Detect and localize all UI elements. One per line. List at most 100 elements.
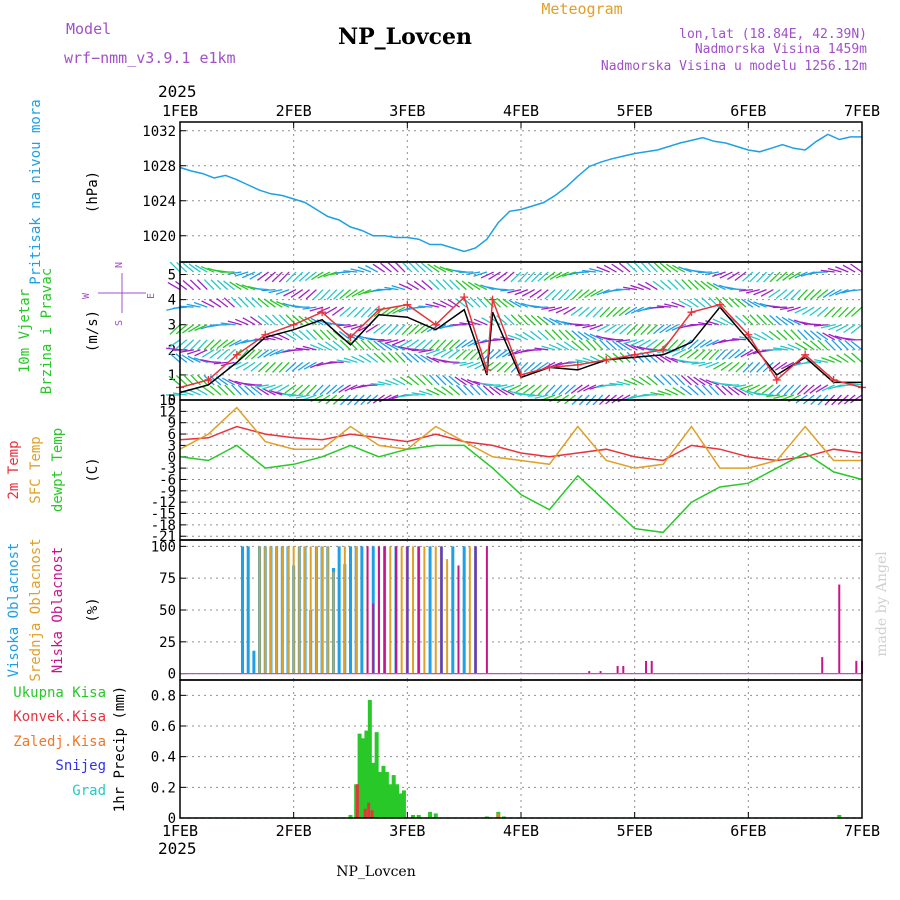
wind-marker bbox=[482, 365, 491, 374]
wind-barb bbox=[775, 315, 788, 326]
wind-barb bbox=[503, 314, 515, 326]
wind-barb bbox=[671, 349, 685, 357]
wind-barb bbox=[392, 377, 406, 386]
wind-barb bbox=[824, 339, 836, 351]
y-tick-label: 0 bbox=[168, 450, 176, 466]
wind-barb bbox=[727, 271, 740, 280]
wind-barb bbox=[530, 384, 542, 395]
wind-barb bbox=[630, 306, 645, 314]
wind-barb bbox=[241, 271, 256, 279]
wind-barb bbox=[455, 384, 467, 396]
wind-barb bbox=[721, 349, 733, 360]
coords-label: lon,lat (18.84E, 42.39N) bbox=[679, 27, 867, 42]
wind-barb bbox=[741, 271, 754, 282]
wind-barb bbox=[350, 268, 365, 273]
wind-barb bbox=[394, 324, 406, 336]
wind-barb bbox=[618, 306, 631, 317]
wind-barb bbox=[713, 361, 726, 370]
bar-2 bbox=[258, 546, 261, 674]
wind-barb bbox=[257, 349, 270, 359]
bar-2 bbox=[286, 546, 289, 674]
wind-barb bbox=[816, 306, 829, 317]
wind-barb bbox=[433, 264, 447, 273]
wind-barb bbox=[489, 361, 501, 372]
wind-barb bbox=[276, 384, 290, 393]
wind-barb bbox=[754, 384, 767, 393]
bar-2 bbox=[304, 546, 307, 674]
wind-barb bbox=[686, 349, 699, 359]
wind-marker bbox=[659, 345, 668, 354]
wind-barb bbox=[319, 329, 331, 341]
wind-barb bbox=[367, 306, 379, 318]
wind-barb bbox=[182, 324, 195, 334]
wind-barb bbox=[176, 375, 188, 386]
wind-barb bbox=[493, 384, 508, 388]
wind-barb bbox=[809, 384, 822, 394]
y-tick-label: 1024 bbox=[142, 194, 176, 210]
wind-barb bbox=[380, 324, 392, 335]
wind-barb bbox=[298, 289, 310, 299]
wind-barb bbox=[449, 279, 461, 291]
wind-barb bbox=[674, 374, 686, 386]
wind-barb bbox=[421, 262, 433, 273]
wind-barb bbox=[725, 384, 740, 387]
wind-barb bbox=[678, 300, 692, 308]
wind-barb bbox=[576, 384, 590, 393]
y-tick-label: 75 bbox=[159, 571, 176, 587]
wind-barb bbox=[461, 280, 474, 291]
wind-barb bbox=[401, 352, 413, 363]
wind-barb bbox=[555, 306, 570, 314]
wind-barb bbox=[167, 282, 181, 291]
wind-barb bbox=[408, 261, 420, 273]
wind-barb bbox=[735, 361, 747, 373]
wind-barb bbox=[732, 384, 747, 389]
y-tick-label: 2 bbox=[168, 343, 176, 359]
wind-barb bbox=[701, 297, 713, 308]
wind-barb bbox=[306, 384, 317, 396]
bar-1 bbox=[388, 784, 393, 818]
wind-barb bbox=[728, 361, 740, 372]
x-tick-label: 6FEB bbox=[730, 102, 766, 120]
wind-barb bbox=[276, 333, 290, 341]
wind-barb bbox=[712, 318, 726, 326]
y-axis-unit: (%) bbox=[85, 597, 101, 622]
wind-barb bbox=[541, 306, 556, 310]
wind-barb bbox=[623, 339, 638, 345]
wind-barb bbox=[679, 349, 692, 358]
y-tick-label: 5 bbox=[168, 268, 176, 284]
wind-barb bbox=[442, 374, 454, 386]
wind-barb bbox=[346, 306, 358, 318]
precip-legend-item: Zaledj.Kisa bbox=[13, 734, 106, 750]
wind-barb bbox=[281, 393, 296, 396]
wind-barb bbox=[418, 349, 433, 354]
wind-barb bbox=[524, 314, 536, 326]
wind-barb bbox=[319, 384, 331, 396]
compass-letter: S bbox=[114, 320, 125, 326]
wind-barb bbox=[708, 349, 720, 361]
wind-barb bbox=[590, 289, 604, 297]
wind-barb bbox=[343, 324, 358, 329]
wind-barb bbox=[787, 306, 801, 312]
wind-barb bbox=[235, 361, 249, 370]
y-tick-label: 1028 bbox=[142, 159, 176, 175]
wind-barb bbox=[384, 339, 399, 345]
wind-barb bbox=[589, 268, 603, 273]
wind-marker bbox=[744, 330, 753, 339]
wind-barb bbox=[466, 271, 481, 276]
bar-2 bbox=[412, 546, 415, 674]
wind-barb bbox=[596, 324, 610, 332]
wind-barb bbox=[265, 361, 276, 373]
wind-barb bbox=[250, 316, 263, 326]
wind-barb bbox=[188, 324, 201, 333]
wind-barb bbox=[837, 339, 849, 351]
wind-barb bbox=[291, 361, 304, 372]
series-line-2 bbox=[179, 295, 863, 389]
wind-barb bbox=[264, 271, 276, 282]
wind-barb bbox=[469, 384, 481, 396]
wind-barb bbox=[536, 315, 549, 326]
wind-barb bbox=[476, 384, 488, 396]
y-tick-label: 1020 bbox=[142, 229, 176, 245]
wind-barb bbox=[763, 271, 774, 283]
wind-barb bbox=[701, 384, 713, 396]
bar-3 bbox=[650, 660, 653, 674]
